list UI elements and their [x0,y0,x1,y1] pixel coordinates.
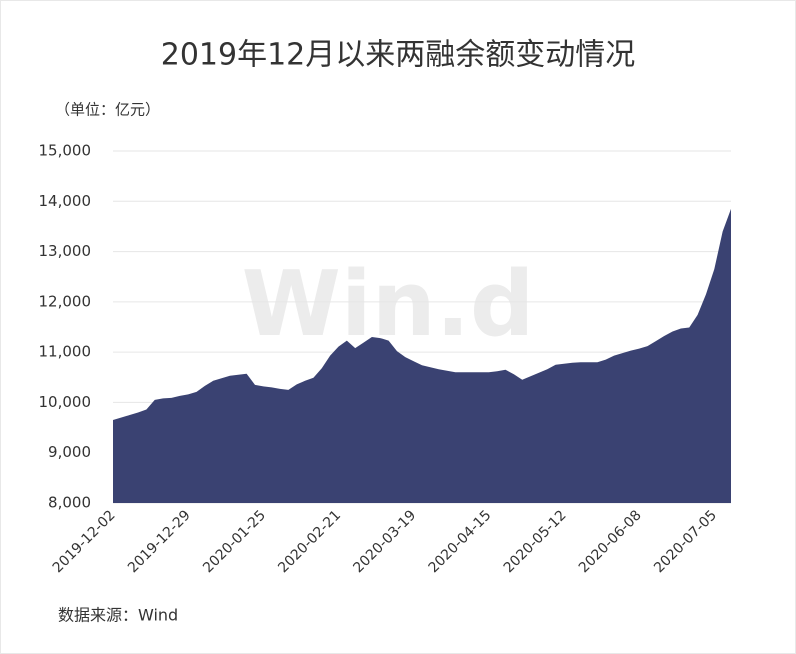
y-tick-label: 11,000 [39,343,92,361]
area [113,208,731,504]
y-tick-label: 13,000 [39,242,92,260]
y-tick-label: 12,000 [39,292,92,310]
chart-title: 2019年12月以来两融余额变动情况 [161,38,636,73]
y-tick-label: 9,000 [48,443,91,461]
y-tick-label: 15,000 [39,142,92,160]
unit-label: （单位：亿元） [55,101,160,119]
watermark: Win.d [242,252,535,357]
source: 数据来源：Wind [58,606,178,625]
y-tick-label: 14,000 [39,192,92,210]
y-tick-label: 10,000 [39,393,92,411]
y-tick-label: 8,000 [48,494,91,512]
